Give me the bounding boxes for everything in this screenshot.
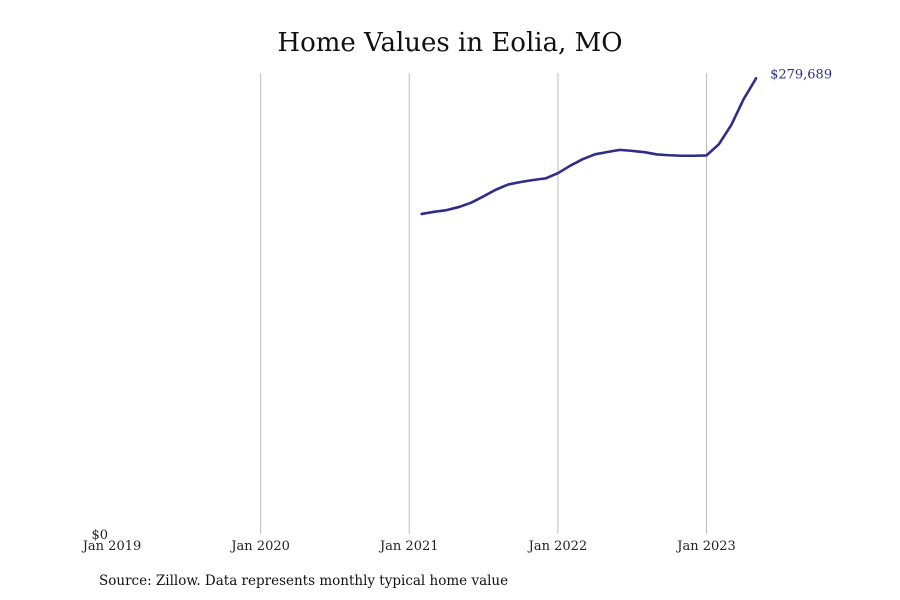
x-tick-label: Jan 2022	[527, 539, 588, 554]
label-layer: $279,689	[770, 67, 832, 82]
chart-source-note: Source: Zillow. Data represents monthly …	[99, 573, 509, 589]
axis-layer: Jan 2019 Jan 2020 Jan 2021 Jan 2022 Jan 2023…	[81, 528, 736, 554]
x-tick-label: Jan 2021	[378, 539, 439, 554]
y-tick-label: $0	[91, 528, 108, 543]
x-tick-label: Jan 2019	[81, 539, 142, 554]
end-value-label: $279,689	[770, 67, 832, 82]
grid-layer	[260, 73, 708, 534]
series-line	[420, 77, 758, 216]
chart-title: Home Values in Eolia, MO	[277, 28, 623, 58]
x-tick-label: Jan 2023	[675, 539, 736, 554]
x-tick-label: Jan 2020	[229, 539, 290, 554]
series-layer	[420, 77, 758, 216]
